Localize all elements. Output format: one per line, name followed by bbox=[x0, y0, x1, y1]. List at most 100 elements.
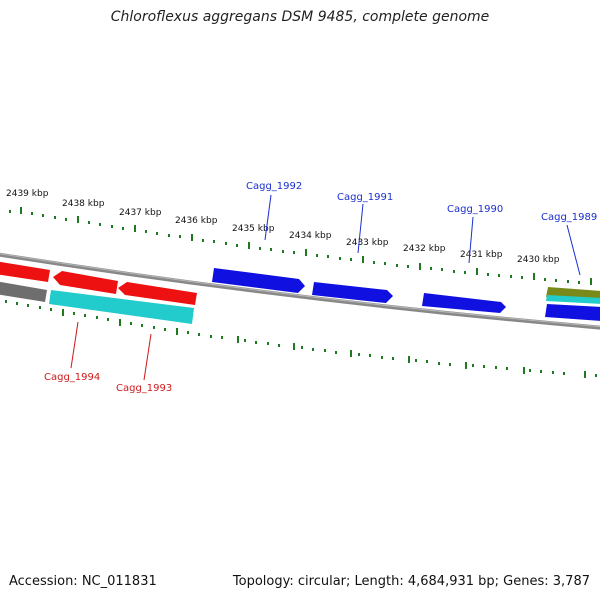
leader-line bbox=[264, 194, 272, 241]
kbp-label: 2439 kbp bbox=[6, 189, 49, 199]
minor-tick bbox=[54, 216, 56, 219]
minor-tick bbox=[65, 218, 67, 221]
minor-tick bbox=[567, 280, 569, 283]
minor-tick bbox=[544, 278, 546, 281]
minor-tick bbox=[339, 257, 341, 260]
kbp-label: 2434 kbp bbox=[289, 231, 332, 241]
leader-line bbox=[566, 224, 581, 276]
gene-label[interactable]: Cagg_1993 bbox=[116, 383, 172, 394]
gene-arrow[interactable] bbox=[546, 295, 600, 304]
minor-tick bbox=[145, 230, 147, 233]
major-tick bbox=[176, 328, 178, 335]
minor-tick bbox=[88, 221, 90, 224]
gene-arrow[interactable] bbox=[49, 290, 194, 324]
minor-tick bbox=[407, 265, 409, 268]
gene-arrow[interactable] bbox=[545, 304, 600, 321]
gene-arrow[interactable] bbox=[422, 293, 506, 313]
minor-tick bbox=[555, 279, 557, 282]
minor-tick bbox=[335, 351, 337, 354]
kbp-label: 2431 kbp bbox=[460, 250, 503, 260]
minor-tick bbox=[521, 276, 523, 279]
minor-tick bbox=[441, 268, 443, 271]
minor-tick bbox=[316, 254, 318, 257]
map-title: Chloroflexus aggregans DSM 9485, complet… bbox=[110, 9, 490, 25]
minor-tick bbox=[552, 371, 554, 374]
gene-arrow[interactable] bbox=[0, 281, 47, 302]
minor-tick bbox=[198, 333, 200, 336]
leader-line bbox=[143, 333, 152, 381]
major-tick bbox=[62, 309, 64, 316]
accession-text: Accession: NC_011831 bbox=[9, 574, 157, 589]
leader-line bbox=[70, 321, 79, 369]
minor-tick bbox=[9, 210, 11, 213]
minor-tick bbox=[312, 348, 314, 351]
minor-tick bbox=[293, 251, 295, 254]
major-tick bbox=[293, 343, 295, 350]
minor-tick bbox=[438, 362, 440, 365]
gene-arrow[interactable] bbox=[0, 261, 50, 282]
major-tick bbox=[350, 350, 352, 357]
label-leaders bbox=[70, 194, 581, 381]
major-tick bbox=[134, 225, 136, 232]
minor-tick bbox=[164, 328, 166, 331]
minor-tick bbox=[540, 370, 542, 373]
minor-tick bbox=[221, 336, 223, 339]
minor-tick bbox=[578, 281, 580, 284]
minor-tick bbox=[255, 341, 257, 344]
minor-tick bbox=[350, 258, 352, 261]
gene-label[interactable]: Cagg_1990 bbox=[447, 204, 503, 215]
minor-tick bbox=[122, 227, 124, 230]
minor-tick bbox=[141, 324, 143, 327]
kbp-label: 2436 kbp bbox=[175, 216, 218, 226]
minor-tick bbox=[495, 366, 497, 369]
major-tick bbox=[191, 234, 193, 241]
minor-tick bbox=[270, 248, 272, 251]
minor-tick bbox=[39, 306, 41, 309]
minor-tick bbox=[358, 353, 360, 356]
minor-tick bbox=[464, 271, 466, 274]
minor-tick bbox=[187, 331, 189, 334]
gene-arrow[interactable] bbox=[312, 282, 393, 303]
minor-tick bbox=[301, 346, 303, 349]
gene-label[interactable]: Cagg_1991 bbox=[337, 192, 393, 203]
kbp-label: 2437 kbp bbox=[119, 208, 162, 218]
minor-tick bbox=[84, 314, 86, 317]
gene-arrow[interactable] bbox=[118, 282, 197, 305]
major-tick bbox=[362, 256, 364, 263]
gene-label[interactable]: Cagg_1989 bbox=[541, 212, 597, 223]
minor-tick bbox=[99, 223, 101, 226]
genome-backbone bbox=[0, 252, 600, 330]
minor-tick bbox=[107, 318, 109, 321]
minor-tick bbox=[31, 212, 33, 215]
minor-tick bbox=[179, 235, 181, 238]
gene-labels: Cagg_1992 Cagg_1991 Cagg_1990 Cagg_1989 … bbox=[44, 181, 597, 394]
minor-tick bbox=[396, 264, 398, 267]
major-tick bbox=[584, 371, 586, 378]
minor-tick bbox=[415, 359, 417, 362]
minor-tick bbox=[73, 312, 75, 315]
minor-tick bbox=[111, 225, 113, 228]
kbp-label: 2433 kbp bbox=[346, 238, 389, 248]
major-tick bbox=[408, 356, 410, 363]
minor-tick bbox=[529, 369, 531, 372]
major-tick bbox=[119, 319, 121, 326]
minor-tick bbox=[510, 275, 512, 278]
minor-tick bbox=[472, 364, 474, 367]
gene-label[interactable]: Cagg_1994 bbox=[44, 372, 100, 383]
major-tick bbox=[465, 362, 467, 369]
major-tick bbox=[305, 249, 307, 256]
minor-tick bbox=[282, 250, 284, 253]
minor-tick bbox=[381, 356, 383, 359]
gene-arrow[interactable] bbox=[212, 268, 305, 293]
minor-tick bbox=[449, 363, 451, 366]
gene-label[interactable]: Cagg_1992 bbox=[246, 181, 302, 192]
major-tick bbox=[533, 273, 535, 280]
minor-tick bbox=[236, 244, 238, 247]
kbp-label: 2430 kbp bbox=[517, 255, 560, 265]
minor-tick bbox=[130, 322, 132, 325]
minor-tick bbox=[16, 302, 18, 305]
minor-tick bbox=[483, 365, 485, 368]
minor-tick bbox=[498, 274, 500, 277]
gene-arrow[interactable] bbox=[53, 271, 118, 294]
